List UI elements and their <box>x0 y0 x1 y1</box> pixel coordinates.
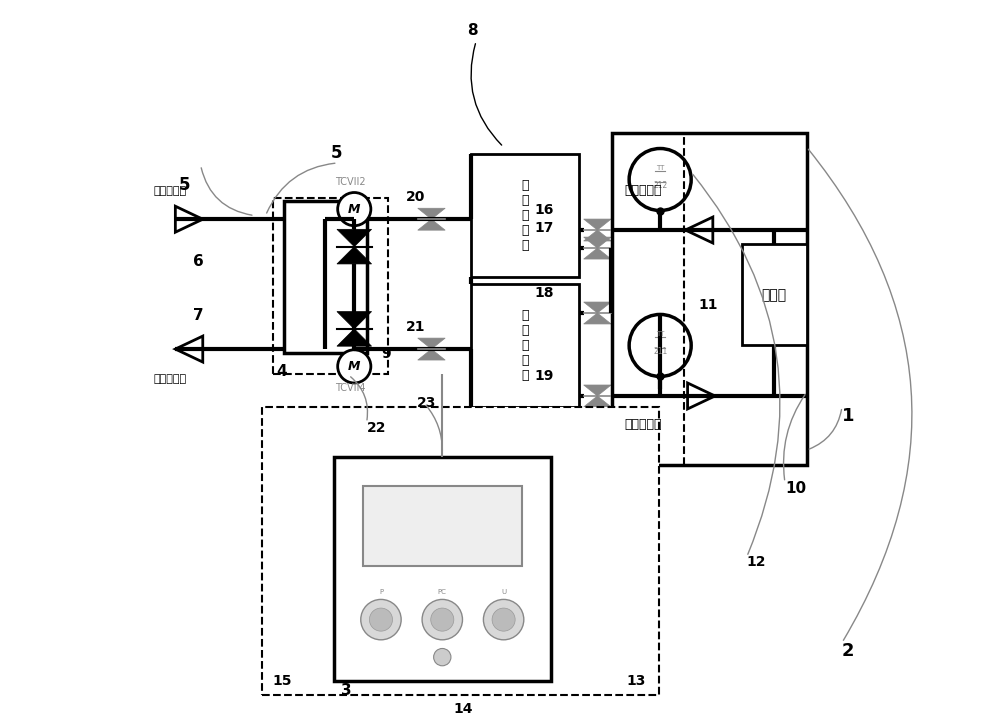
Text: 19: 19 <box>535 369 554 383</box>
Circle shape <box>629 148 691 211</box>
Text: P: P <box>379 589 383 595</box>
Circle shape <box>629 315 691 377</box>
Text: 9: 9 <box>381 347 391 361</box>
Text: 22: 22 <box>367 421 386 435</box>
Text: 4: 4 <box>276 364 287 379</box>
Text: 8: 8 <box>468 23 478 39</box>
Text: 5: 5 <box>179 177 190 194</box>
Text: TT: TT <box>656 331 664 337</box>
Text: 一次侧回水: 一次侧回水 <box>154 374 187 384</box>
Text: 11: 11 <box>698 298 718 313</box>
Text: 板
式
换
热
器: 板 式 换 热 器 <box>522 179 529 252</box>
Text: 212: 212 <box>653 181 667 190</box>
Text: 12: 12 <box>747 555 766 569</box>
Circle shape <box>338 193 371 225</box>
Text: TCVII2: TCVII2 <box>335 177 366 187</box>
Text: 13: 13 <box>626 673 646 688</box>
Text: 3: 3 <box>341 683 352 699</box>
Polygon shape <box>337 246 372 264</box>
Circle shape <box>434 648 451 666</box>
Text: M: M <box>348 360 361 373</box>
Polygon shape <box>584 219 611 230</box>
Polygon shape <box>418 208 445 220</box>
Circle shape <box>422 600 462 640</box>
Text: 15: 15 <box>273 673 292 688</box>
Bar <box>334 457 551 681</box>
Bar <box>363 486 522 566</box>
Bar <box>612 132 807 465</box>
Text: 7: 7 <box>193 308 204 324</box>
Text: 211: 211 <box>653 347 667 356</box>
Text: 6: 6 <box>193 254 204 269</box>
Polygon shape <box>418 349 445 360</box>
Polygon shape <box>584 385 611 396</box>
Polygon shape <box>337 229 372 246</box>
Text: 17: 17 <box>535 221 554 236</box>
Text: 16: 16 <box>535 203 554 217</box>
Text: 二次侧回水: 二次侧回水 <box>624 184 662 197</box>
Text: 21: 21 <box>406 320 426 334</box>
Bar <box>273 198 388 374</box>
Polygon shape <box>584 302 611 313</box>
Polygon shape <box>584 230 611 241</box>
Polygon shape <box>584 313 611 324</box>
Text: M: M <box>348 203 361 216</box>
Text: 5: 5 <box>330 144 342 162</box>
Text: 热用户: 热用户 <box>762 288 787 302</box>
Polygon shape <box>584 396 611 407</box>
Polygon shape <box>584 237 611 248</box>
Polygon shape <box>337 312 372 329</box>
Text: 1: 1 <box>842 407 854 425</box>
Polygon shape <box>337 329 372 346</box>
Circle shape <box>361 600 401 640</box>
Circle shape <box>338 350 371 383</box>
Polygon shape <box>584 248 611 259</box>
Text: 20: 20 <box>406 190 426 204</box>
Text: 一次侧供水: 一次侧供水 <box>154 186 187 196</box>
Bar <box>284 201 367 353</box>
Text: 2: 2 <box>842 642 854 659</box>
Bar <box>471 154 579 277</box>
Text: 板
式
换
热
器: 板 式 换 热 器 <box>522 309 529 382</box>
Text: 二次侧供水: 二次侧供水 <box>624 419 662 431</box>
Text: TT: TT <box>656 165 664 171</box>
Polygon shape <box>418 220 445 230</box>
Circle shape <box>431 608 454 631</box>
Bar <box>471 284 579 407</box>
Bar <box>262 407 659 695</box>
Circle shape <box>369 608 393 631</box>
Polygon shape <box>418 338 445 349</box>
Text: 23: 23 <box>417 395 436 410</box>
Text: 10: 10 <box>785 481 806 497</box>
Circle shape <box>492 608 515 631</box>
Circle shape <box>483 600 524 640</box>
Text: PC: PC <box>438 589 447 595</box>
Text: 18: 18 <box>535 286 554 300</box>
Text: TCVII4: TCVII4 <box>335 383 366 393</box>
Text: 14: 14 <box>453 702 473 716</box>
Bar <box>742 244 807 345</box>
Text: U: U <box>501 589 506 595</box>
